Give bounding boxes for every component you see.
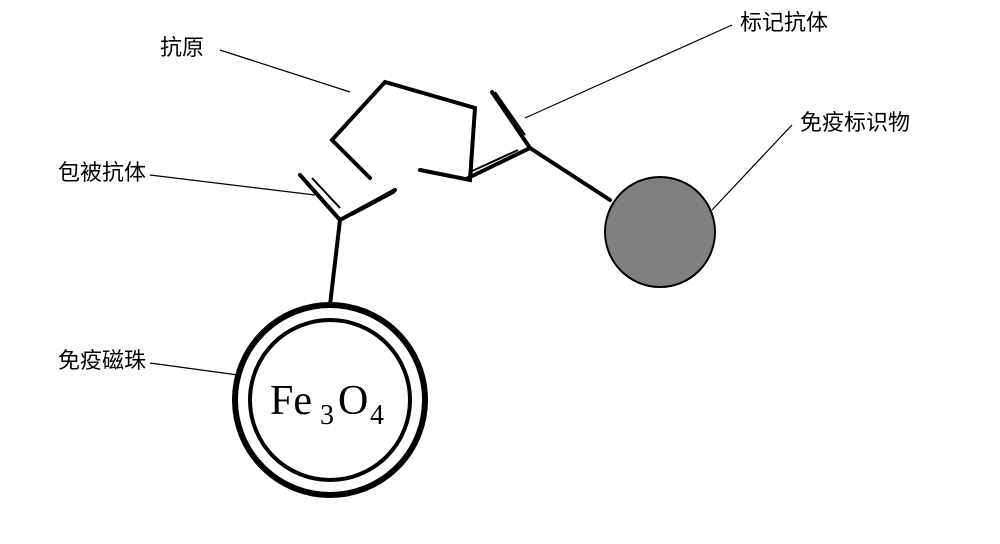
bead-text-sub4: 4 <box>370 400 384 431</box>
bead-text-o: O <box>338 378 368 424</box>
bead-text-sub3: 3 <box>320 400 334 431</box>
labeled-antibody-label: 标记抗体 <box>740 10 828 35</box>
immune-marker <box>605 177 715 287</box>
bead-text-fe: Fe <box>270 378 312 424</box>
immune-bead-label: 免疫磁珠 <box>58 348 146 373</box>
immune-marker-label: 免疫标识物 <box>800 110 910 135</box>
coated-antibody-label: 包被抗体 <box>58 160 146 185</box>
background <box>0 0 1000 544</box>
antigen-label: 抗原 <box>160 35 204 60</box>
